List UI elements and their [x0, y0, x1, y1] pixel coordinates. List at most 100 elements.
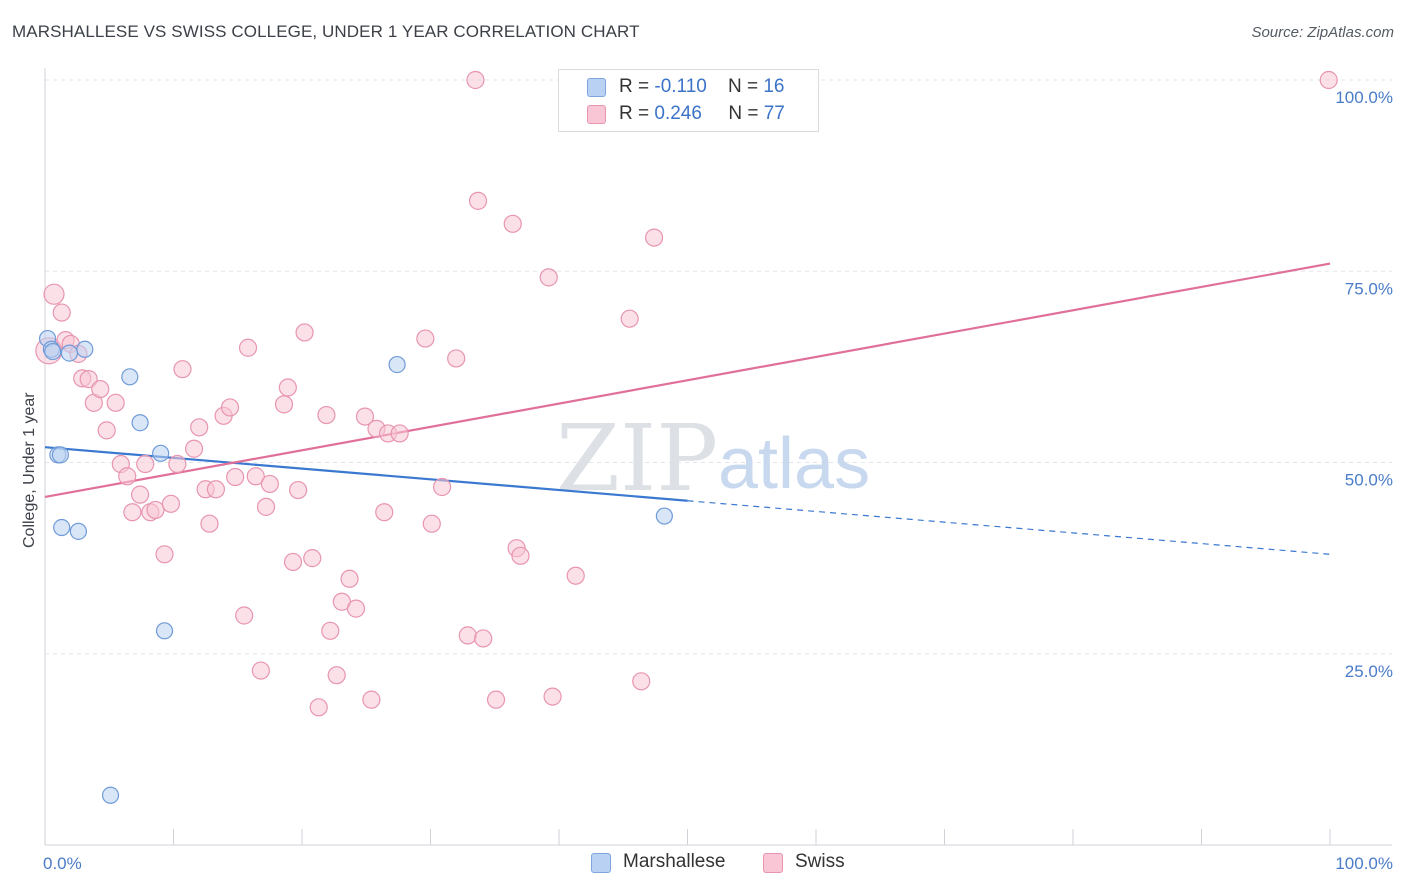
legend-swatch-marshallese [587, 78, 606, 97]
swiss-point [390, 424, 409, 443]
legend-n-value: 16 [763, 76, 785, 97]
marshallese-trend-extension [687, 500, 1331, 555]
y-tick-label: 25.0% [1345, 662, 1393, 681]
swiss-point [543, 687, 562, 706]
marshallese-point [655, 507, 673, 525]
swiss-point [278, 378, 297, 397]
legend-n-value: 77 [763, 103, 785, 124]
swiss-point [620, 309, 639, 328]
legend-r-value: -0.110 [654, 76, 707, 97]
y-axis-label: College, Under 1 year [21, 392, 38, 548]
bottom-legend-swatch-swiss [763, 853, 783, 873]
swiss-point [235, 606, 254, 625]
swiss-point [458, 626, 477, 645]
swiss-point [246, 467, 265, 486]
marshallese-point [44, 342, 62, 361]
legend-swatch-swiss [587, 105, 606, 124]
swiss-point [136, 454, 155, 474]
marshallese-point [101, 786, 120, 804]
correlation-legend: R = -0.110 N = 16 R = 0.246 N = 77 [558, 69, 819, 132]
swiss-point [566, 566, 585, 585]
swiss-point [340, 569, 359, 588]
swiss-point [375, 503, 394, 522]
swiss-point [355, 407, 375, 426]
swiss-point [327, 666, 346, 685]
marshallese-point [131, 414, 149, 432]
y-tick-label: 100.0% [1335, 88, 1393, 107]
swiss-point [346, 599, 366, 618]
swiss-point [190, 418, 209, 437]
swiss-point [644, 228, 664, 247]
y-tick-label: 75.0% [1345, 279, 1393, 298]
swiss-point [486, 690, 506, 709]
swiss-trend-line [44, 262, 1331, 499]
marshallese-point [53, 518, 71, 537]
swiss-point [632, 672, 651, 691]
swiss-point [52, 303, 71, 322]
swiss-point [200, 514, 219, 533]
chart-title: MARSHALLESE VS SWISS COLLEGE, UNDER 1 YE… [12, 22, 640, 41]
marshallese-point [76, 340, 94, 358]
swiss-point [226, 467, 245, 487]
x-tick-label: 0.0% [43, 854, 82, 873]
marshallese-point [51, 446, 70, 464]
swiss-point [447, 349, 466, 368]
swiss-point [283, 552, 303, 572]
swiss-point [468, 191, 488, 210]
swiss-point [321, 621, 340, 640]
swiss-point [79, 370, 98, 389]
swiss-point [168, 454, 187, 474]
gridlines [45, 79, 1392, 655]
swiss-point [422, 514, 441, 533]
swiss-point [511, 546, 530, 565]
legend-r-label: R = [619, 103, 655, 124]
swiss-point [43, 283, 65, 305]
x-tick-label: 100.0% [1335, 854, 1393, 873]
data-points [35, 70, 1338, 804]
marshallese-point [121, 368, 139, 386]
swiss-point [118, 467, 137, 486]
swiss-point [295, 323, 314, 342]
swiss-point [155, 545, 174, 564]
y-tick-label: 50.0% [1345, 471, 1393, 490]
swiss-point [274, 395, 294, 414]
legend-n-label: N = [728, 103, 764, 124]
swiss-point [474, 629, 493, 648]
marshallese-trend-line [44, 446, 688, 502]
swiss-point [289, 480, 308, 500]
swiss-point [309, 698, 328, 717]
swiss-point [260, 474, 279, 494]
axes [44, 68, 1392, 846]
swiss-point [130, 485, 150, 504]
marshallese-point [388, 355, 406, 374]
swiss-point [106, 393, 125, 412]
legend-r-label: R = [619, 76, 655, 97]
trend-lines [44, 262, 1331, 555]
legend-r-value: 0.246 [654, 103, 702, 124]
swiss-point [146, 500, 165, 520]
marshallese-point [69, 522, 88, 540]
marshallese-point [60, 344, 79, 362]
bottom-legend-label-marshallese: Marshallese [623, 851, 726, 872]
swiss-point [432, 477, 452, 497]
source-label: Source: ZipAtlas.com [1251, 24, 1394, 41]
swiss-point [539, 268, 558, 287]
swiss-point [256, 497, 276, 516]
swiss-point [317, 405, 336, 425]
tick-labels: 25.0% 50.0% 75.0% 100.0% 0.0% 100.0% [43, 88, 1393, 873]
swiss-point [184, 439, 204, 458]
swiss-point [466, 70, 485, 90]
swiss-point [123, 503, 142, 522]
watermark-atlas: atlas [718, 424, 870, 504]
swiss-point [238, 338, 258, 357]
swiss-point [173, 360, 192, 379]
swiss-point [503, 214, 522, 233]
watermark-zip: ZIP [556, 405, 718, 512]
swiss-point [251, 661, 270, 680]
swiss-point [416, 329, 435, 348]
swiss-point [91, 379, 110, 399]
swiss-point [206, 480, 226, 499]
swiss-point [220, 398, 240, 417]
swiss-point [161, 494, 181, 513]
